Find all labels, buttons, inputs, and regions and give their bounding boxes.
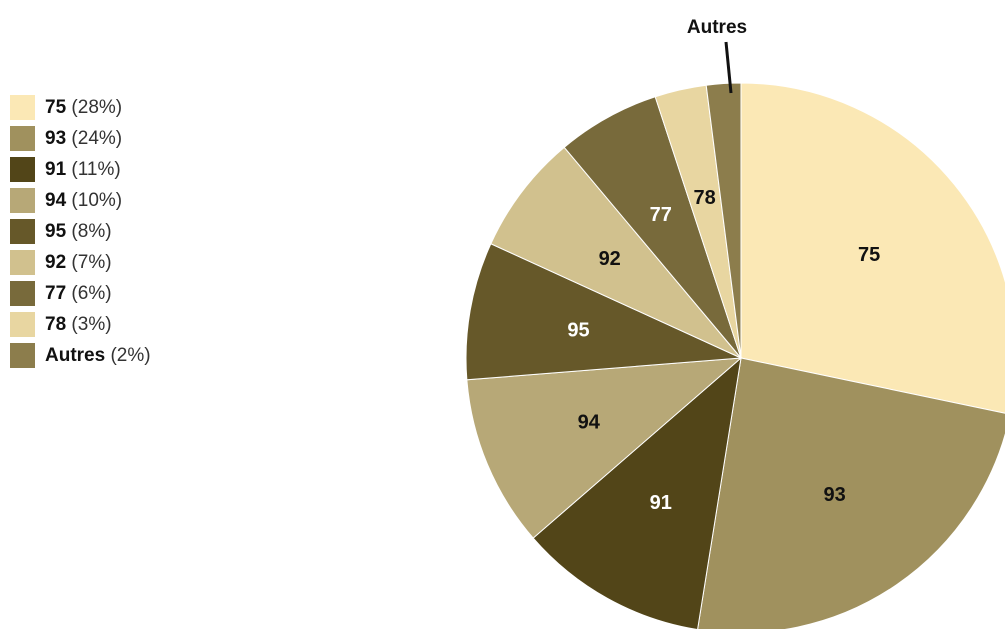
pie-slice-94 bbox=[466, 357, 743, 539]
slice-labels: 75 93 91 94 95 92 77 78 bbox=[567, 187, 880, 514]
legend-label: 91 bbox=[45, 159, 67, 180]
pie-slice-75 bbox=[740, 82, 1005, 414]
legend-percent: (8%) bbox=[71, 221, 112, 242]
pie-slice-95 bbox=[465, 243, 743, 381]
legend-item: 93 (24%) bbox=[10, 123, 151, 154]
legend-swatch bbox=[10, 250, 35, 275]
legend-item: 94 (10%) bbox=[10, 185, 151, 216]
legend-item: 95 (8%) bbox=[10, 216, 151, 247]
slice-label-77: 77 bbox=[650, 204, 672, 226]
legend-swatch bbox=[10, 343, 35, 368]
legend-item: 92 (7%) bbox=[10, 247, 151, 278]
legend-item: 77 (6%) bbox=[10, 278, 151, 309]
legend-label: 94 bbox=[45, 190, 67, 211]
legend-percent: (7%) bbox=[71, 252, 112, 273]
legend-item: 75 (28%) bbox=[10, 92, 151, 123]
callout-line bbox=[724, 41, 733, 94]
pie-slices bbox=[465, 82, 1005, 629]
legend-swatch bbox=[10, 219, 35, 244]
pie-slice-92 bbox=[490, 146, 742, 359]
legend-percent: (3%) bbox=[71, 314, 112, 335]
legend-label: 93 bbox=[45, 128, 67, 149]
callout-label-autres: Autres bbox=[687, 17, 747, 38]
legend-percent: (6%) bbox=[71, 283, 112, 304]
legend: 75 (28%) 93 (24%) 91 (11%) 94 (10%) 95 (… bbox=[10, 92, 151, 371]
legend-item: 91 (11%) bbox=[10, 154, 151, 185]
legend-swatch bbox=[10, 157, 35, 182]
legend-label: Autres bbox=[45, 345, 106, 366]
legend-item: Autres (2%) bbox=[10, 340, 151, 371]
legend-label: 77 bbox=[45, 283, 67, 304]
slice-label-94: 94 bbox=[578, 412, 601, 434]
legend-swatch bbox=[10, 95, 35, 120]
legend-label: 75 bbox=[45, 97, 67, 118]
legend-swatch bbox=[10, 281, 35, 306]
pie-slice-93 bbox=[697, 357, 1005, 629]
slice-label-78: 78 bbox=[693, 187, 715, 209]
legend-swatch bbox=[10, 126, 35, 151]
slice-label-93: 93 bbox=[823, 484, 845, 506]
legend-swatch bbox=[10, 312, 35, 337]
slice-label-95: 95 bbox=[567, 319, 589, 341]
pie-slice-91 bbox=[532, 356, 742, 629]
legend-label: 95 bbox=[45, 221, 67, 242]
legend-label: 78 bbox=[45, 314, 67, 335]
pie-slice-autres bbox=[705, 82, 742, 359]
legend-percent: (11%) bbox=[71, 159, 121, 180]
legend-swatch bbox=[10, 188, 35, 213]
legend-percent: (10%) bbox=[71, 190, 123, 211]
legend-percent: (28%) bbox=[71, 97, 123, 118]
legend-label: 92 bbox=[45, 252, 67, 273]
legend-percent: (2%) bbox=[110, 345, 151, 366]
slice-label-75: 75 bbox=[858, 244, 880, 266]
slice-label-92: 92 bbox=[599, 248, 621, 270]
legend-percent: (24%) bbox=[71, 128, 123, 149]
legend-item: 78 (3%) bbox=[10, 309, 151, 340]
slice-label-91: 91 bbox=[650, 492, 672, 514]
